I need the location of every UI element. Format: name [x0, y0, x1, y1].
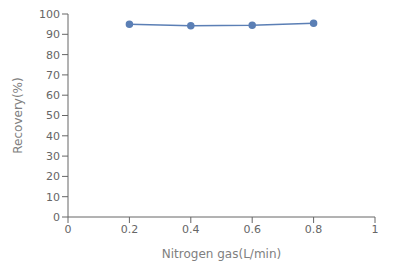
svg-text:10: 10: [46, 191, 60, 204]
svg-text:0.2: 0.2: [121, 223, 139, 236]
svg-text:Nitrogen gas(L/min): Nitrogen gas(L/min): [162, 247, 281, 261]
svg-text:1: 1: [372, 223, 379, 236]
svg-text:80: 80: [46, 49, 60, 62]
svg-text:Recovery(%): Recovery(%): [11, 77, 25, 153]
svg-text:50: 50: [46, 109, 60, 122]
svg-text:70: 70: [46, 69, 60, 82]
svg-text:40: 40: [46, 130, 60, 143]
svg-text:90: 90: [46, 28, 60, 41]
svg-text:0.6: 0.6: [243, 223, 261, 236]
svg-text:0.8: 0.8: [305, 223, 323, 236]
svg-text:20: 20: [46, 170, 60, 183]
svg-text:100: 100: [39, 8, 60, 21]
svg-text:0: 0: [65, 223, 72, 236]
svg-text:0.4: 0.4: [182, 223, 200, 236]
svg-text:60: 60: [46, 89, 60, 102]
svg-text:0: 0: [53, 211, 60, 224]
svg-text:30: 30: [46, 150, 60, 163]
